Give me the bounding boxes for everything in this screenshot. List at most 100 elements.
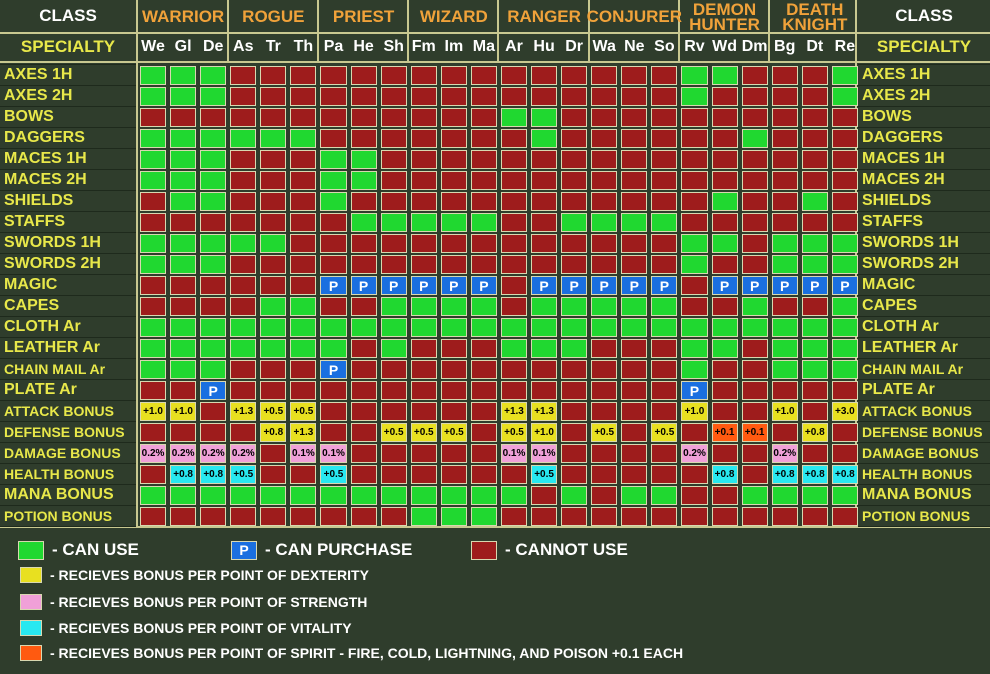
dexterity-bonus-cell: +1.0 — [140, 402, 167, 421]
cannot-use-cell — [831, 507, 858, 526]
class-group-death-knight: DEATH KNIGHT — [782, 0, 848, 34]
can-use-cell — [651, 486, 678, 505]
specialty-he: He — [353, 38, 374, 55]
cannot-use-cell — [230, 66, 257, 85]
cannot-use-cell — [771, 507, 798, 526]
cannot-use-cell — [771, 213, 798, 232]
can-use-cell — [170, 234, 197, 253]
row-label-right: DAMAGE BONUS — [862, 445, 979, 461]
cannot-use-cell — [621, 192, 648, 211]
spirit-swatch — [20, 645, 42, 661]
row-line — [0, 190, 136, 191]
cannot-use-cell — [320, 87, 347, 106]
specialty-de: De — [202, 38, 224, 55]
can-use-cell — [410, 486, 437, 505]
cannot-use-cell — [801, 213, 828, 232]
row-line — [858, 358, 990, 359]
can-use-cell — [200, 129, 227, 148]
can-use-cell — [741, 318, 768, 337]
cannot-use-cell — [230, 192, 257, 211]
cannot-use-cell — [561, 108, 588, 127]
cannot-use-cell — [470, 339, 497, 358]
cannot-use-cell — [170, 276, 197, 295]
cannot-use-cell — [771, 192, 798, 211]
can-use-cell — [320, 318, 347, 337]
cannot-use-cell — [260, 444, 287, 463]
group-divider — [316, 0, 319, 63]
cannot-use-cell — [470, 465, 497, 484]
cannot-use-cell — [621, 339, 648, 358]
vitality-bonus-cell: +0.8 — [801, 465, 828, 484]
row-line — [0, 463, 136, 464]
vitality-bonus-cell: +0.5 — [230, 465, 257, 484]
can-use-cell — [290, 486, 317, 505]
can-use-cell — [531, 339, 558, 358]
cannot-use-cell — [591, 339, 618, 358]
row-line — [0, 442, 136, 443]
cannot-use-cell — [591, 381, 618, 400]
can-use-cell — [651, 318, 678, 337]
cannot-use-cell — [681, 486, 708, 505]
dexterity-bonus-cell: +1.0 — [771, 402, 798, 421]
legend-spirit: - RECIEVES BONUS PER POINT OF SPIRIT - F… — [20, 645, 683, 661]
class-group-ranger: RANGER — [507, 7, 581, 26]
can-purchase-swatch: P — [231, 540, 257, 560]
cannot-use-cell — [591, 87, 618, 106]
cannot-use-cell — [561, 402, 588, 421]
can-use-cell — [260, 234, 287, 253]
cannot-use-cell — [621, 255, 648, 274]
row-line — [0, 484, 136, 485]
cannot-use-cell — [831, 213, 858, 232]
cannot-use-cell — [410, 381, 437, 400]
cannot-use-cell — [531, 213, 558, 232]
cannot-use-cell — [140, 276, 167, 295]
header-divider — [0, 32, 990, 34]
cannot-use-cell — [681, 507, 708, 526]
cannot-use-cell — [260, 150, 287, 169]
group-divider — [768, 0, 771, 63]
can-use-cell — [470, 486, 497, 505]
cannot-use-cell — [230, 150, 257, 169]
can-use-cell — [831, 360, 858, 379]
cannot-use-cell — [801, 171, 828, 190]
cannot-use-cell — [831, 381, 858, 400]
can-purchase-cell: P — [741, 276, 768, 295]
cannot-use-cell — [350, 129, 377, 148]
strength-bonus-cell: 0.2% — [140, 444, 167, 463]
cannot-use-cell — [320, 213, 347, 232]
cannot-use-cell — [410, 150, 437, 169]
can-use-cell — [651, 213, 678, 232]
can-use-cell — [440, 507, 467, 526]
vitality-bonus-cell: +0.8 — [711, 465, 738, 484]
cannot-use-cell — [140, 465, 167, 484]
can-purchase-cell: P — [621, 276, 648, 295]
can-purchase-cell: P — [350, 276, 377, 295]
cannot-use-cell — [741, 360, 768, 379]
dexterity-bonus-cell: +1.0 — [531, 423, 558, 442]
row-line — [858, 505, 990, 506]
specialty-sh: Sh — [383, 38, 404, 55]
cannot-use-cell — [801, 87, 828, 106]
can-use-cell — [741, 486, 768, 505]
cannot-use-cell — [771, 66, 798, 85]
specialty-im: Im — [444, 38, 464, 55]
cannot-use-cell — [410, 444, 437, 463]
row-line — [0, 211, 136, 212]
cannot-use-cell — [320, 234, 347, 253]
cannot-use-cell — [320, 297, 347, 316]
can-use-cell — [440, 486, 467, 505]
cannot-use-cell — [410, 234, 437, 253]
can-use-cell — [771, 339, 798, 358]
cannot-use-cell — [380, 150, 407, 169]
cannot-use-cell — [410, 465, 437, 484]
cannot-use-cell — [320, 129, 347, 148]
can-use-cell — [410, 297, 437, 316]
cannot-use-cell — [801, 507, 828, 526]
cannot-use-cell — [531, 507, 558, 526]
can-use-cell — [831, 318, 858, 337]
cannot-use-cell — [711, 507, 738, 526]
can-use-cell — [711, 66, 738, 85]
specialty-hu: Hu — [533, 38, 555, 55]
cannot-use-cell — [380, 507, 407, 526]
can-use-cell — [380, 486, 407, 505]
